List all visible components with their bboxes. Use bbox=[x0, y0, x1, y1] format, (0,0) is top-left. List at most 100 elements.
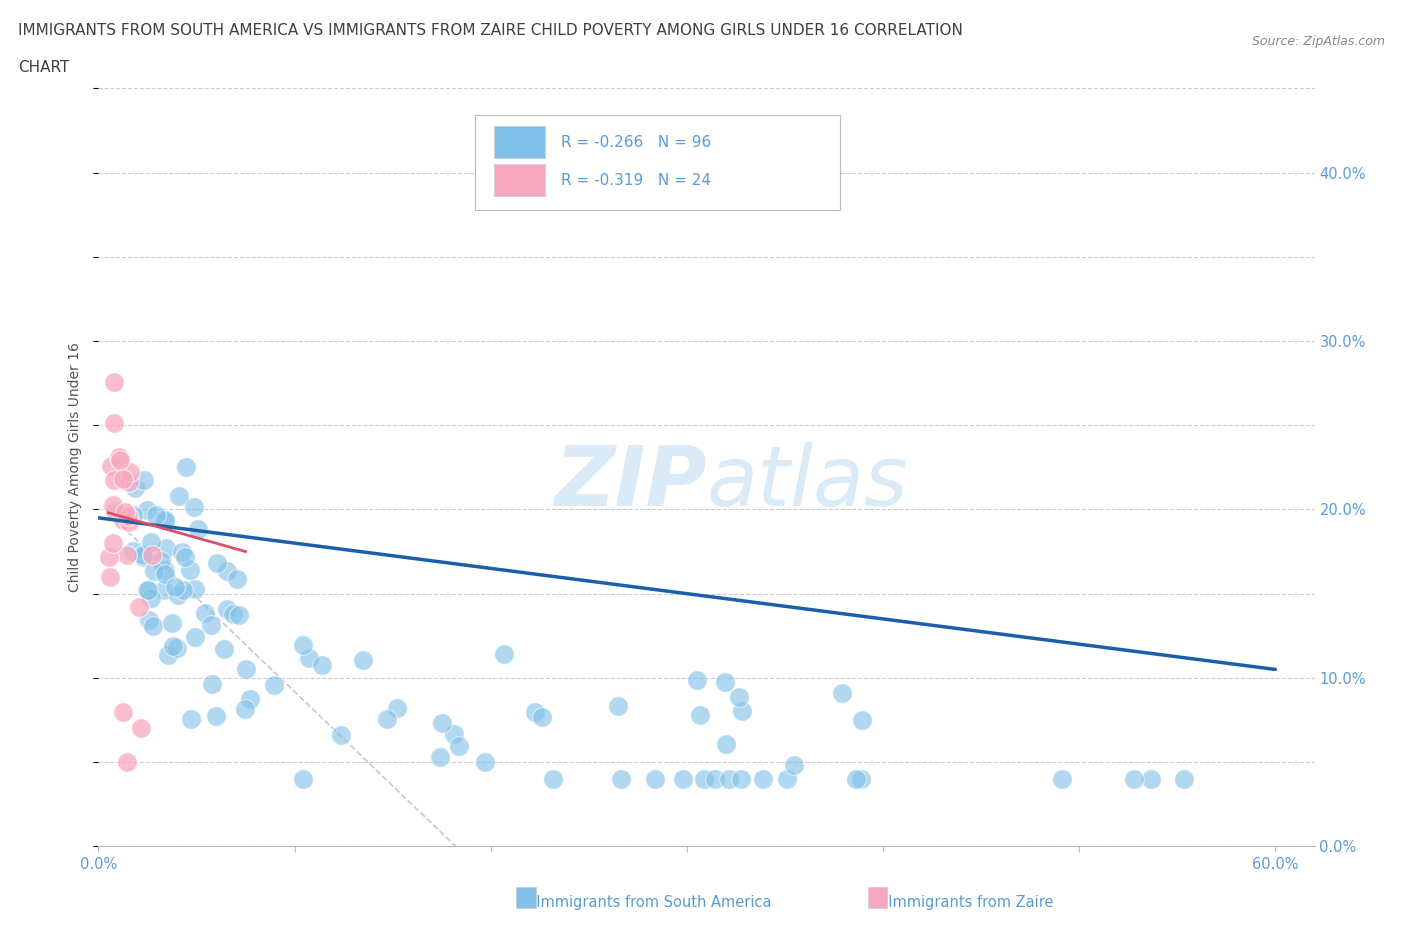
Point bbox=[606, 698, 628, 713]
Point bbox=[118, 475, 141, 490]
Text: Immigrants from Zaire: Immigrants from Zaire bbox=[879, 895, 1053, 910]
Point bbox=[851, 712, 873, 727]
Point bbox=[205, 709, 228, 724]
Point bbox=[118, 515, 141, 530]
Point bbox=[153, 513, 176, 528]
Point bbox=[214, 642, 236, 657]
Point bbox=[228, 607, 250, 622]
Point bbox=[121, 508, 143, 523]
Point bbox=[530, 710, 553, 724]
Y-axis label: Child Poverty Among Girls Under 16: Child Poverty Among Girls Under 16 bbox=[69, 342, 83, 592]
Point bbox=[150, 554, 173, 569]
Point bbox=[731, 704, 754, 719]
Point bbox=[153, 582, 176, 597]
Point bbox=[153, 513, 176, 528]
Point bbox=[163, 579, 186, 594]
Text: CHART: CHART bbox=[18, 60, 70, 75]
Point bbox=[375, 711, 398, 726]
Text: Source: ZipAtlas.com: Source: ZipAtlas.com bbox=[1251, 35, 1385, 48]
Point bbox=[117, 548, 139, 563]
Point bbox=[311, 658, 333, 672]
Point bbox=[751, 772, 773, 787]
Point bbox=[184, 582, 207, 597]
Point bbox=[111, 704, 134, 719]
Point bbox=[730, 772, 752, 787]
Point bbox=[1173, 772, 1195, 787]
Point bbox=[135, 582, 157, 597]
Point bbox=[117, 508, 139, 523]
Point bbox=[727, 689, 749, 704]
Point bbox=[153, 563, 176, 578]
Point bbox=[138, 613, 160, 628]
Point bbox=[103, 472, 125, 487]
Point bbox=[128, 600, 150, 615]
Point bbox=[160, 616, 183, 631]
Text: R = -0.266   N = 96: R = -0.266 N = 96 bbox=[561, 135, 711, 150]
FancyBboxPatch shape bbox=[475, 115, 841, 209]
Point bbox=[291, 772, 314, 787]
Point bbox=[173, 550, 195, 565]
Point bbox=[118, 465, 141, 480]
Point bbox=[430, 716, 453, 731]
Point bbox=[849, 772, 872, 787]
Point bbox=[141, 618, 163, 633]
Point bbox=[145, 508, 167, 523]
Point bbox=[103, 503, 125, 518]
Point bbox=[239, 691, 262, 706]
Text: R = -0.319   N = 24: R = -0.319 N = 24 bbox=[561, 173, 710, 188]
Point bbox=[443, 726, 465, 741]
Point bbox=[138, 582, 160, 597]
Point bbox=[235, 661, 257, 676]
Point bbox=[172, 544, 194, 559]
Point bbox=[205, 555, 228, 570]
Point bbox=[298, 650, 321, 665]
Point bbox=[783, 758, 806, 773]
Point bbox=[131, 721, 153, 736]
Point bbox=[689, 708, 711, 723]
Point bbox=[831, 685, 853, 700]
Point bbox=[194, 605, 217, 620]
Point bbox=[524, 704, 547, 719]
Point bbox=[100, 458, 122, 473]
Point bbox=[179, 563, 201, 578]
Point bbox=[132, 472, 155, 487]
Point bbox=[449, 739, 471, 754]
Point bbox=[172, 582, 194, 597]
Point bbox=[115, 754, 138, 769]
Point bbox=[162, 638, 184, 653]
Point bbox=[132, 550, 155, 565]
Point bbox=[156, 647, 179, 662]
Point bbox=[704, 772, 727, 787]
Point bbox=[352, 653, 374, 668]
Point bbox=[174, 459, 197, 474]
Text: Immigrants from South America: Immigrants from South America bbox=[527, 895, 772, 910]
Point bbox=[717, 772, 740, 787]
Point bbox=[201, 677, 224, 692]
Point bbox=[139, 535, 162, 550]
Point bbox=[141, 548, 163, 563]
Point bbox=[135, 503, 157, 518]
Point bbox=[225, 572, 247, 587]
Point bbox=[693, 772, 716, 787]
Point bbox=[153, 566, 176, 581]
Point bbox=[610, 772, 633, 787]
Point bbox=[775, 772, 797, 787]
Text: IMMIGRANTS FROM SOUTH AMERICA VS IMMIGRANTS FROM ZAIRE CHILD POVERTY AMONG GIRLS: IMMIGRANTS FROM SOUTH AMERICA VS IMMIGRA… bbox=[18, 23, 963, 38]
Point bbox=[187, 521, 209, 536]
Point bbox=[686, 672, 709, 687]
Point bbox=[103, 375, 125, 390]
Point bbox=[429, 750, 451, 764]
Point bbox=[97, 550, 120, 565]
Point bbox=[200, 618, 222, 632]
Point bbox=[183, 499, 205, 514]
Point bbox=[112, 472, 135, 486]
Point bbox=[142, 563, 165, 578]
Point bbox=[1140, 772, 1163, 787]
Point bbox=[215, 564, 238, 578]
Point bbox=[474, 755, 496, 770]
Text: atlas: atlas bbox=[707, 442, 908, 523]
FancyBboxPatch shape bbox=[494, 126, 544, 158]
Point bbox=[215, 602, 238, 617]
Point bbox=[714, 737, 737, 751]
Point bbox=[166, 641, 188, 656]
